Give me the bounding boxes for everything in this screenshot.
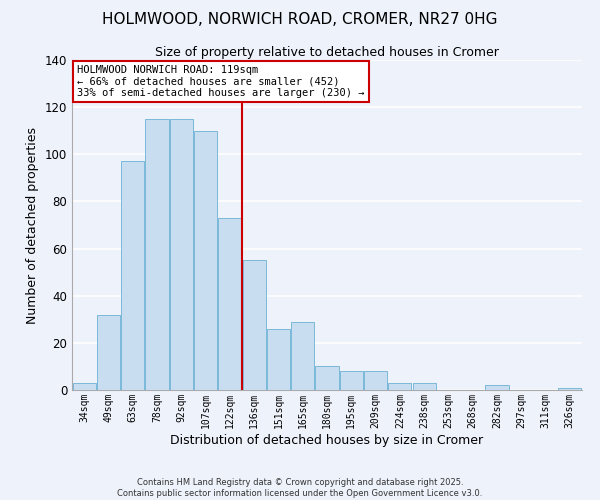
Text: Contains HM Land Registry data © Crown copyright and database right 2025.
Contai: Contains HM Land Registry data © Crown c… <box>118 478 482 498</box>
Bar <box>218 218 241 390</box>
X-axis label: Distribution of detached houses by size in Cromer: Distribution of detached houses by size … <box>170 434 484 446</box>
Bar <box>194 130 217 390</box>
Bar <box>267 328 290 390</box>
Y-axis label: Number of detached properties: Number of detached properties <box>26 126 39 324</box>
Bar <box>73 383 95 390</box>
Bar <box>97 314 120 390</box>
Bar <box>559 388 581 390</box>
Bar <box>145 119 169 390</box>
Bar <box>413 383 436 390</box>
Title: Size of property relative to detached houses in Cromer: Size of property relative to detached ho… <box>155 46 499 59</box>
Bar <box>364 371 387 390</box>
Bar <box>291 322 314 390</box>
Text: HOLMWOOD, NORWICH ROAD, CROMER, NR27 0HG: HOLMWOOD, NORWICH ROAD, CROMER, NR27 0HG <box>102 12 498 28</box>
Bar <box>121 162 144 390</box>
Text: HOLMWOOD NORWICH ROAD: 119sqm
← 66% of detached houses are smaller (452)
33% of : HOLMWOOD NORWICH ROAD: 119sqm ← 66% of d… <box>77 65 365 98</box>
Bar <box>485 386 509 390</box>
Bar <box>316 366 338 390</box>
Bar <box>388 383 412 390</box>
Bar <box>242 260 266 390</box>
Bar <box>170 119 193 390</box>
Bar <box>340 371 363 390</box>
